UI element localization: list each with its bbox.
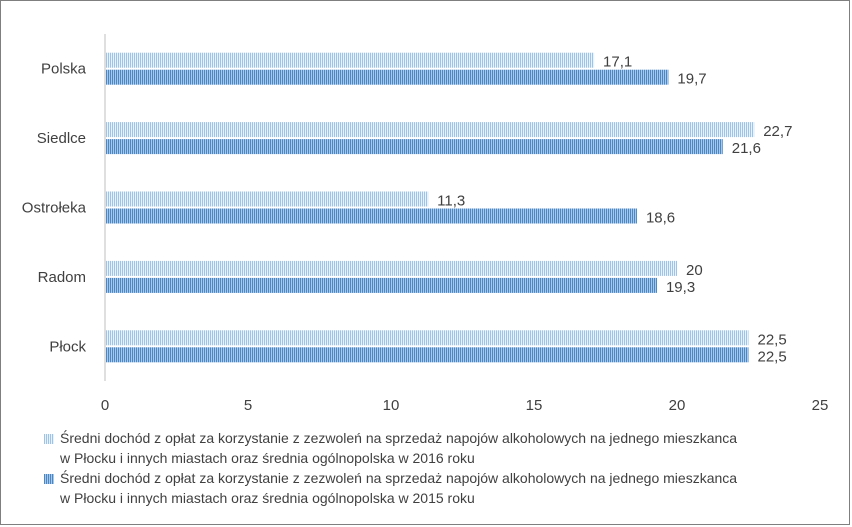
data-label-2016: 22,7 [763, 123, 792, 140]
legend-text-2015-line1: Średni dochód z opłat za korzystanie z z… [60, 470, 738, 486]
category-labels: Polska Siedlce Ostrołeka Radom Płock [22, 61, 87, 356]
legend-swatch-2015 [44, 474, 54, 484]
bar-2016 [106, 122, 755, 138]
data-label-2015: 21,6 [732, 140, 761, 157]
x-tick-labels: 0 5 10 15 20 25 [101, 397, 829, 414]
bar-2016 [106, 330, 749, 346]
legend: Średni dochód z opłat za korzystanie z z… [44, 428, 834, 508]
x-tick-label: 20 [669, 397, 686, 414]
x-tick-label: 15 [526, 397, 543, 414]
category-label: Polska [41, 61, 87, 78]
data-label-2016: 22,5 [758, 331, 787, 348]
legend-item-2015: Średni dochód z opłat za korzystanie z z… [44, 468, 834, 508]
data-label-2015: 22,5 [758, 348, 787, 365]
data-label-2015: 19,3 [666, 279, 695, 296]
x-tick-label: 10 [383, 397, 400, 414]
category-label: Radom [38, 269, 86, 286]
data-label-2016: 11,3 [437, 193, 465, 210]
x-tick-label: 25 [812, 397, 829, 414]
bar-2016 [106, 260, 677, 276]
bar-2015 [106, 139, 723, 155]
legend-text-2016-line2: w Płocku i innych miastach oraz średnia … [60, 450, 475, 466]
legend-swatch-2016 [44, 434, 54, 444]
data-label-2016: 17,1 [603, 54, 632, 71]
legend-text-2016-line1: Średni dochód z opłat za korzystanie z z… [60, 430, 738, 446]
bar-2015 [106, 69, 669, 85]
bar-2015 [106, 347, 749, 363]
x-tick-label: 5 [244, 397, 252, 414]
category-label: Siedlce [37, 130, 86, 147]
legend-text-2015-line2: w Płocku i innych miastach oraz średnia … [60, 490, 475, 506]
bar-2015 [106, 208, 637, 224]
bar-2016 [106, 52, 595, 68]
data-label-2016: 20 [686, 262, 703, 279]
category-label: Płock [49, 338, 86, 355]
category-label: Ostrołeka [22, 200, 87, 217]
legend-item-2016: Średni dochód z opłat za korzystanie z z… [44, 428, 834, 468]
bar-2016 [106, 191, 429, 207]
bar-2015 [106, 277, 657, 293]
data-label-2015: 18,6 [646, 210, 675, 227]
data-label-2015: 19,7 [677, 71, 706, 88]
x-tick-label: 0 [101, 397, 109, 414]
